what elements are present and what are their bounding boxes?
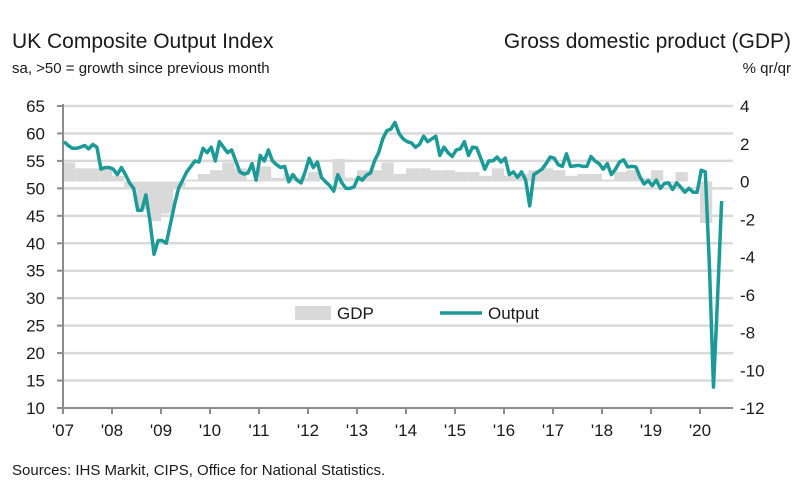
left-chart-title: UK Composite Output Index	[12, 30, 274, 53]
gdp-bar	[602, 179, 615, 182]
gdp-bar	[393, 173, 406, 182]
x-tick-label: '17	[542, 421, 564, 440]
y-right-tick-label: -2	[740, 210, 755, 229]
y-right-tick-label: 2	[740, 135, 749, 154]
gdp-bar	[210, 170, 223, 182]
gdp-bar	[638, 177, 651, 182]
y-left-tick-label: 45	[26, 207, 45, 226]
x-tick-label: '09	[150, 421, 172, 440]
gdp-bar	[259, 166, 272, 182]
output-line	[62, 120, 724, 389]
y-left-tick-label: 35	[26, 262, 45, 281]
gdp-bar	[504, 175, 517, 182]
y-left-tick-label: 40	[26, 234, 45, 253]
y-left-tick-label: 30	[26, 289, 45, 308]
y-right-tick-label: -6	[740, 286, 755, 305]
gdp-bar	[406, 168, 419, 182]
y-right-tick-label: -4	[740, 248, 755, 267]
gdp-bar	[357, 170, 370, 182]
gdp-bar	[540, 168, 553, 182]
gdp-bar	[222, 162, 235, 182]
x-tick-label: '07	[52, 421, 74, 440]
x-tick-label: '20	[689, 421, 711, 440]
gdp-bar	[491, 168, 504, 182]
gdp-bar	[234, 168, 247, 182]
legend-output-label: Output	[488, 304, 539, 323]
gdp-bar	[246, 179, 259, 182]
x-tick-label: '16	[493, 421, 515, 440]
gdp-bar	[197, 173, 210, 182]
x-tick-label: '18	[591, 421, 613, 440]
gdp-bar	[112, 175, 125, 182]
right-axis-unit: % qr/qr	[742, 60, 791, 77]
gdp-bar	[589, 173, 602, 182]
y-left-tick-label: 20	[26, 344, 45, 363]
source-note: Sources: IHS Markit, CIPS, Office for Na…	[12, 462, 386, 479]
gdp-bar	[455, 172, 468, 182]
y-right-tick-label: -12	[740, 399, 765, 418]
gdp-bar	[577, 173, 590, 182]
gdp-bar	[430, 170, 443, 182]
gdp-bar	[553, 170, 566, 182]
gdp-bar	[344, 177, 357, 182]
gdp-bar	[516, 173, 529, 182]
legend: GDP Output	[295, 304, 539, 323]
gdp-bar	[614, 172, 627, 182]
gdp-bar	[87, 168, 100, 182]
gdp-bar	[99, 168, 112, 182]
gdp-bar	[626, 170, 639, 182]
legend-gdp-swatch	[295, 306, 331, 320]
gdp-bar	[369, 170, 382, 182]
y-right-tick-label: -10	[740, 361, 765, 380]
y-left-tick-label: 10	[26, 399, 45, 418]
x-tick-label: '19	[640, 421, 662, 440]
gdp-bar	[381, 162, 394, 182]
gdp-bar	[467, 172, 480, 182]
y-left-tick-label: 50	[26, 179, 45, 198]
gdp-bar	[651, 170, 664, 182]
x-tick-label: '14	[395, 421, 417, 440]
y-left-tick-label: 60	[26, 124, 45, 143]
right-chart-title: Gross domestic product (GDP)	[503, 30, 791, 53]
gdp-bar	[75, 168, 88, 182]
legend-gdp-label: GDP	[337, 304, 374, 323]
y-right-tick-label: 4	[740, 97, 749, 116]
gdp-bar	[148, 181, 161, 222]
x-tick-label: '12	[297, 421, 319, 440]
y-left-tick-label: 65	[26, 97, 45, 116]
gdp-bar	[308, 172, 321, 182]
y-right-tick-label: -8	[740, 324, 755, 343]
y-left-tick-label: 25	[26, 317, 45, 336]
gdp-bar	[675, 172, 688, 182]
gdp-bar	[442, 170, 455, 182]
gdp-bar	[63, 162, 76, 182]
gdp-bar	[418, 168, 431, 182]
y-left-tick-label: 15	[26, 372, 45, 391]
gdp-bar	[332, 158, 345, 182]
x-tick-label: '13	[346, 421, 368, 440]
left-axis-subtitle: sa, >50 = growth since previous month	[12, 60, 270, 77]
y-right-tick-label: 0	[740, 173, 749, 192]
gdp-bar	[271, 177, 284, 182]
gdp-bar	[479, 175, 492, 182]
x-tick-label: '08	[101, 421, 123, 440]
x-tick-label: '10	[199, 421, 221, 440]
gdp-bar	[185, 179, 198, 182]
y-left-tick-label: 55	[26, 152, 45, 171]
gdp-bar	[161, 181, 174, 214]
gdp-bar	[565, 175, 578, 182]
x-tick-label: '11	[249, 421, 270, 440]
x-tick-label: '15	[444, 421, 466, 440]
